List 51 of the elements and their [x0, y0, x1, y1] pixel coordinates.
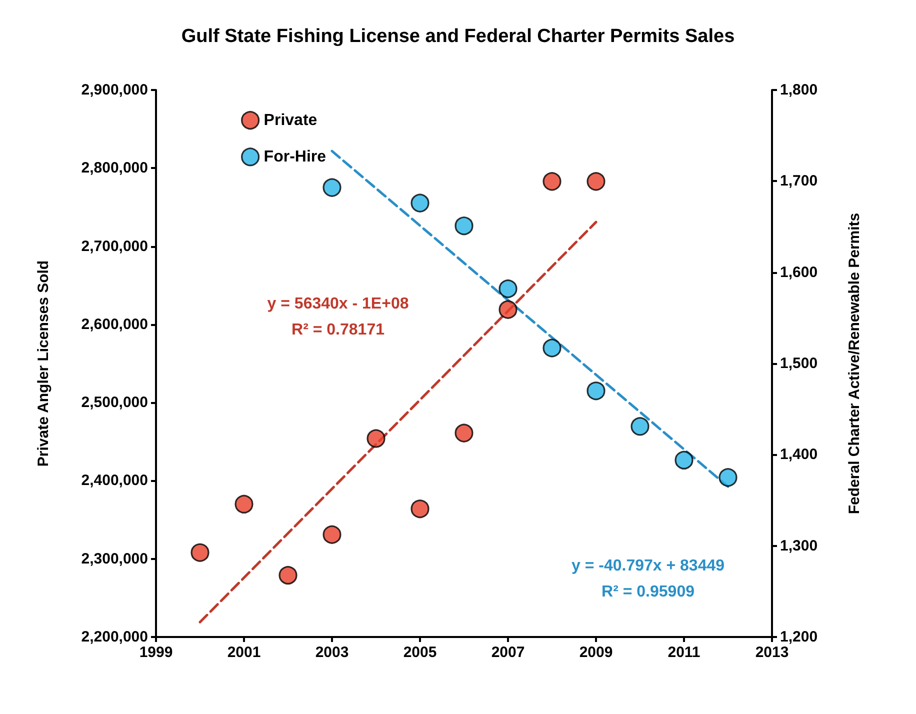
x-tick-label: 2013 [755, 644, 789, 661]
point [542, 338, 562, 358]
point [234, 494, 254, 514]
point [454, 216, 474, 236]
y-tick-label: 2,900,000 [81, 82, 148, 98]
y-tick-label: 2,200,000 [81, 628, 148, 646]
x-tick-label: 2001 [227, 644, 261, 661]
point [322, 525, 342, 544]
annotation: R² = 0.95909 [602, 584, 695, 600]
y2-tick-label: 1,400 [780, 446, 818, 464]
y2-tick-label: 1,500 [780, 355, 818, 372]
point [322, 178, 342, 197]
y2-tick-label: 1,700 [780, 172, 818, 190]
legend-label: Private [264, 112, 318, 129]
point [410, 194, 430, 212]
point [366, 429, 386, 448]
y2-tick-label: 1,200 [780, 628, 818, 646]
y-tick-label: 2,700,000 [81, 238, 148, 255]
x-tick-label: 2003 [315, 644, 349, 661]
point [586, 382, 606, 400]
y2-tick-label: 1,800 [780, 82, 818, 98]
point [410, 500, 430, 518]
point [190, 543, 210, 562]
y-tick-label: 2,400,000 [81, 472, 148, 490]
annotation: y = -40.797x + 83449 [571, 558, 725, 574]
y2-tick-label: 1,300 [780, 537, 818, 554]
x-tick-label: 2005 [403, 644, 437, 661]
point [278, 566, 298, 585]
x-tick-label: 2009 [579, 644, 613, 661]
annotation: R² = 0.78171 [292, 322, 385, 338]
y-tick-label: 2,800,000 [81, 160, 148, 177]
point [674, 450, 694, 470]
annotation: y = 56340x - 1E+08 [267, 296, 409, 312]
x-tick-label: 1999 [139, 644, 173, 661]
point [586, 172, 606, 191]
point [630, 417, 650, 436]
point [718, 468, 738, 487]
y-tick-label: 2,600,000 [81, 316, 148, 333]
point [498, 279, 518, 298]
y-axis-title: Private Angler Licenses Sold [35, 260, 52, 467]
y2-axis-title: Federal Charter Active/Renewable Permits [846, 212, 863, 514]
legend-label: For-Hire [264, 148, 326, 166]
y-tick-label: 2,500,000 [81, 394, 148, 412]
x-tick-label: 2007 [491, 644, 525, 661]
y-tick-label: 2,300,000 [81, 550, 148, 568]
point [454, 424, 474, 442]
chart-title: Gulf State Fishing License and Federal Charter Permits Sales [181, 26, 735, 47]
x-tick-label: 2011 [668, 644, 700, 661]
point [542, 172, 562, 191]
y2-tick-label: 1,600 [780, 264, 818, 281]
point [498, 300, 518, 319]
